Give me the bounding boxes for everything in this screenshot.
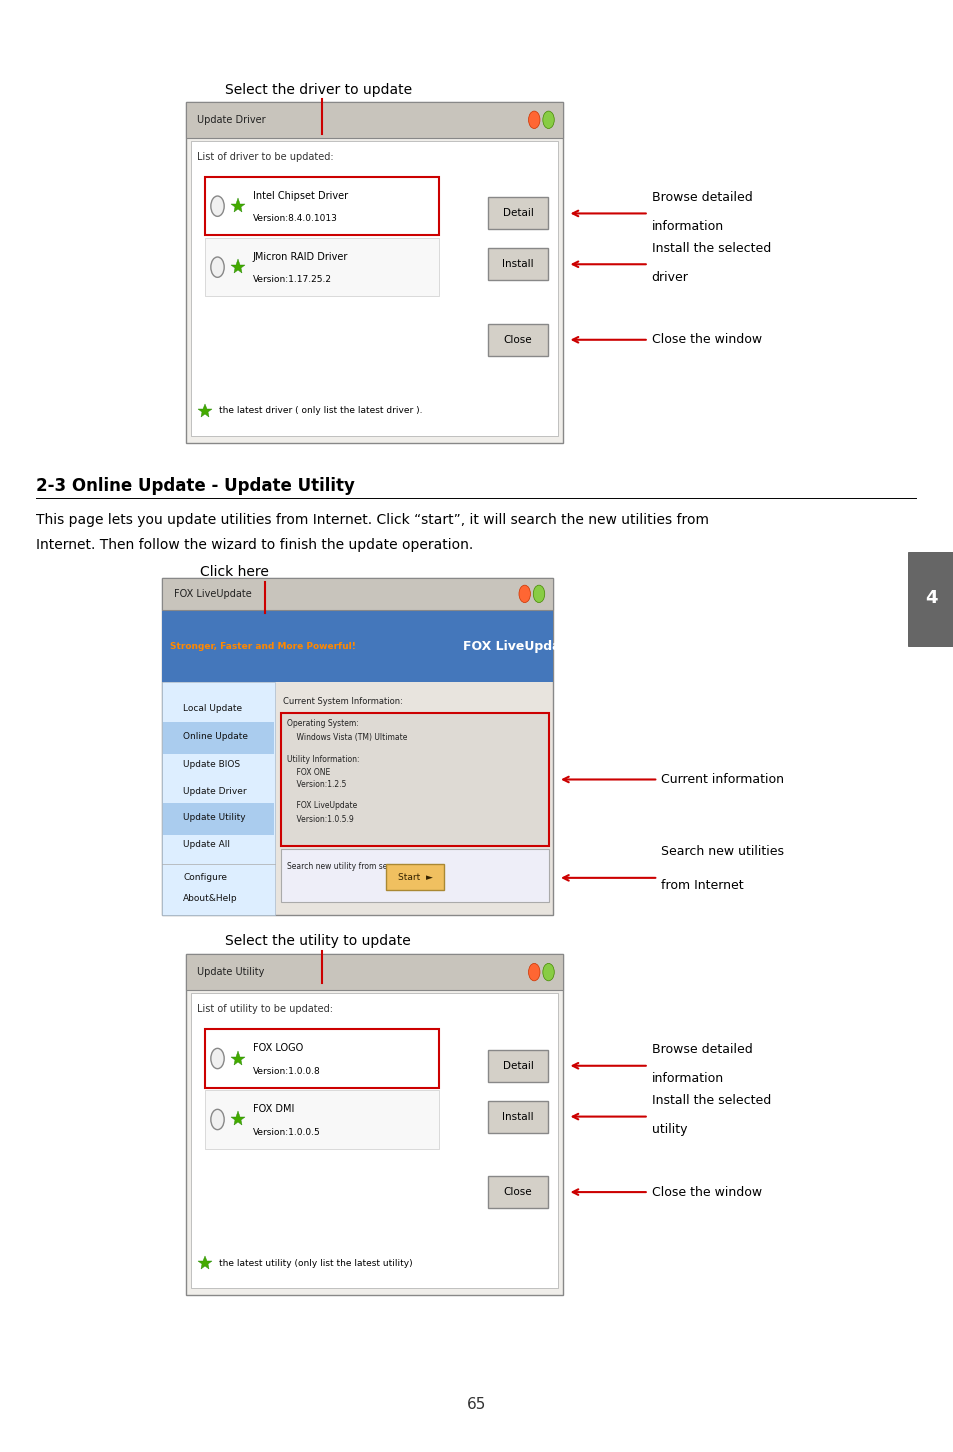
- Text: FOX LiveUpdate: FOX LiveUpdate: [173, 590, 251, 598]
- Text: 2-3 Online Update - Update Utility: 2-3 Online Update - Update Utility: [36, 478, 355, 495]
- Text: Configure: Configure: [183, 873, 227, 881]
- Text: the latest utility (only list the latest utility): the latest utility (only list the latest…: [219, 1259, 413, 1268]
- Text: About&Help: About&Help: [183, 894, 237, 903]
- Circle shape: [518, 585, 530, 603]
- Text: Version:1.0.0.5: Version:1.0.0.5: [253, 1128, 320, 1137]
- Text: List of driver to be updated:: List of driver to be updated:: [197, 152, 334, 161]
- Text: Update Driver: Update Driver: [197, 115, 266, 125]
- Text: Online Update: Online Update: [183, 732, 248, 741]
- Bar: [191, 141, 558, 436]
- Bar: [205, 1090, 438, 1149]
- Text: Start  ►: Start ►: [397, 873, 432, 881]
- Circle shape: [542, 112, 554, 129]
- Text: Install: Install: [501, 260, 534, 269]
- Text: Version:1.2.5: Version:1.2.5: [287, 780, 346, 790]
- Text: Search new utility from server.: Search new utility from server.: [287, 861, 404, 871]
- Text: 4: 4: [923, 590, 937, 607]
- Bar: [281, 713, 548, 845]
- Bar: [191, 993, 558, 1288]
- Text: Stronger, Faster and More Powerful!: Stronger, Faster and More Powerful!: [170, 642, 355, 650]
- Text: Update Utility: Update Utility: [183, 813, 246, 822]
- Circle shape: [211, 257, 224, 277]
- Bar: [162, 578, 553, 610]
- Text: information: information: [651, 1073, 723, 1085]
- Text: Close the window: Close the window: [651, 334, 760, 346]
- Bar: [488, 197, 547, 229]
- Text: 65: 65: [467, 1397, 486, 1411]
- Bar: [186, 954, 562, 1295]
- Text: Current information: Current information: [660, 772, 783, 786]
- Text: information: information: [651, 221, 723, 232]
- Circle shape: [211, 196, 224, 216]
- Text: Install: Install: [501, 1112, 534, 1121]
- Text: from Internet: from Internet: [660, 878, 743, 892]
- Text: Windows Vista (TM) Ultimate: Windows Vista (TM) Ultimate: [287, 733, 407, 742]
- Bar: [205, 177, 438, 235]
- Bar: [488, 248, 547, 280]
- Text: FOX LiveUpdate: FOX LiveUpdate: [462, 640, 574, 652]
- Text: utility: utility: [651, 1124, 686, 1135]
- Text: driver: driver: [651, 272, 688, 283]
- Bar: [162, 610, 553, 682]
- Text: Close: Close: [503, 335, 532, 344]
- Text: Install the selected: Install the selected: [651, 1095, 770, 1106]
- Bar: [488, 324, 547, 356]
- Text: FOX LOGO: FOX LOGO: [253, 1043, 303, 1053]
- Text: Version:1.17.25.2: Version:1.17.25.2: [253, 276, 332, 285]
- Text: Current System Information:: Current System Information:: [283, 697, 403, 706]
- Text: Internet. Then follow the wizard to finish the update operation.: Internet. Then follow the wizard to fini…: [36, 537, 473, 552]
- Text: List of utility to be updated:: List of utility to be updated:: [197, 1005, 334, 1013]
- Bar: [162, 682, 274, 915]
- Bar: [186, 102, 562, 138]
- Text: Version:8.4.0.1013: Version:8.4.0.1013: [253, 215, 337, 224]
- Text: Detail: Detail: [502, 1061, 533, 1070]
- Circle shape: [211, 1048, 224, 1069]
- Text: Version:1.0.5.9: Version:1.0.5.9: [287, 815, 354, 823]
- Text: FOX LiveUpdate: FOX LiveUpdate: [287, 802, 357, 810]
- Text: Detail: Detail: [502, 209, 533, 218]
- Text: Local Update: Local Update: [183, 704, 242, 713]
- Bar: [386, 864, 443, 890]
- Bar: [186, 954, 562, 990]
- Text: Update All: Update All: [183, 841, 230, 849]
- Text: Utility Information:: Utility Information:: [287, 755, 359, 764]
- Text: Intel Chipset Driver: Intel Chipset Driver: [253, 190, 348, 200]
- Circle shape: [528, 964, 539, 982]
- Text: Update BIOS: Update BIOS: [183, 759, 240, 768]
- Circle shape: [533, 585, 544, 603]
- Text: Close the window: Close the window: [651, 1186, 760, 1198]
- Text: Select the driver to update: Select the driver to update: [225, 83, 412, 97]
- Text: FOX ONE: FOX ONE: [287, 768, 330, 777]
- Circle shape: [542, 964, 554, 982]
- Bar: [488, 1176, 547, 1208]
- Text: the latest driver ( only list the latest driver ).: the latest driver ( only list the latest…: [219, 407, 422, 415]
- Bar: [488, 1050, 547, 1082]
- Text: FOX DMI: FOX DMI: [253, 1104, 294, 1114]
- Text: Click here: Click here: [200, 565, 269, 579]
- Text: Update Driver: Update Driver: [183, 787, 247, 796]
- Text: Close: Close: [503, 1188, 532, 1196]
- Text: Operating System:: Operating System:: [287, 719, 358, 729]
- Bar: [907, 552, 953, 646]
- Text: Version:1.0.0.8: Version:1.0.0.8: [253, 1067, 320, 1076]
- Bar: [205, 238, 438, 296]
- Bar: [488, 1101, 547, 1133]
- Circle shape: [528, 112, 539, 129]
- Text: JMicron RAID Driver: JMicron RAID Driver: [253, 251, 348, 261]
- Bar: [281, 849, 548, 902]
- Text: Search new utilities: Search new utilities: [660, 845, 783, 858]
- Bar: [163, 722, 274, 754]
- Bar: [205, 1029, 438, 1088]
- Text: Browse detailed: Browse detailed: [651, 192, 752, 203]
- Bar: [162, 578, 553, 915]
- Bar: [186, 102, 562, 443]
- Bar: [163, 803, 274, 835]
- Circle shape: [211, 1109, 224, 1130]
- Text: Update Utility: Update Utility: [197, 967, 265, 977]
- Text: This page lets you update utilities from Internet. Click “start”, it will search: This page lets you update utilities from…: [36, 513, 708, 527]
- Text: Install the selected: Install the selected: [651, 242, 770, 254]
- Text: Browse detailed: Browse detailed: [651, 1044, 752, 1056]
- Text: Select the utility to update: Select the utility to update: [225, 934, 411, 948]
